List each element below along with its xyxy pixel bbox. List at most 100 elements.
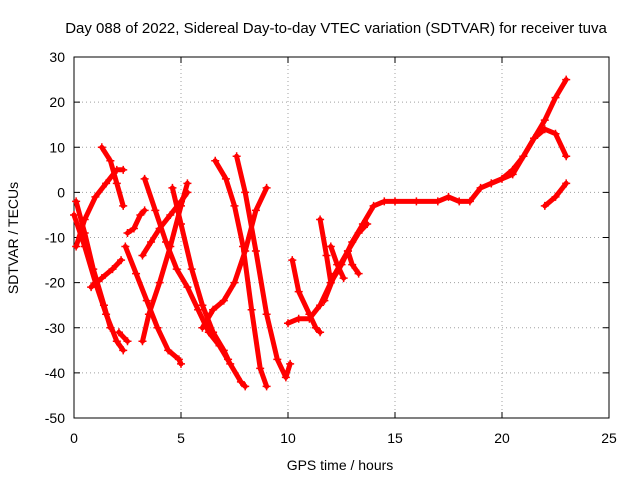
data-point bbox=[119, 165, 128, 174]
data-point bbox=[123, 228, 132, 237]
series-track bbox=[88, 257, 124, 290]
data-point bbox=[239, 242, 248, 251]
data-point bbox=[294, 314, 303, 323]
data-point bbox=[80, 228, 89, 237]
series-arc-12 bbox=[138, 188, 192, 260]
data-point bbox=[256, 364, 265, 373]
data-point bbox=[519, 152, 528, 161]
data-point bbox=[251, 247, 260, 256]
series-arc-21 bbox=[343, 247, 363, 278]
data-point bbox=[391, 197, 399, 206]
series-arc-5 bbox=[87, 256, 126, 292]
y-tick-label: -10 bbox=[45, 230, 65, 246]
data-point bbox=[562, 75, 571, 84]
data-point bbox=[562, 179, 571, 188]
data-point bbox=[444, 192, 453, 201]
x-axis-label: GPS time / hours bbox=[287, 457, 394, 473]
data-point bbox=[138, 337, 147, 346]
y-tick-label: 10 bbox=[49, 139, 65, 155]
data-point bbox=[136, 210, 145, 219]
y-tick-label: -30 bbox=[45, 320, 65, 336]
data-point bbox=[164, 346, 173, 355]
data-point bbox=[138, 251, 147, 260]
data-point bbox=[172, 265, 181, 274]
data-point bbox=[114, 328, 123, 337]
data-point bbox=[153, 323, 162, 332]
data-point bbox=[326, 242, 335, 251]
data-point bbox=[339, 274, 348, 283]
data-point bbox=[72, 242, 81, 251]
data-point bbox=[147, 238, 156, 247]
data-point bbox=[236, 377, 245, 386]
data-point bbox=[166, 210, 175, 219]
data-point bbox=[211, 156, 220, 165]
data-point bbox=[530, 134, 539, 143]
series-arc-14 bbox=[211, 156, 271, 391]
data-point bbox=[123, 337, 132, 346]
data-point bbox=[119, 346, 128, 355]
series-arc-4 bbox=[97, 143, 128, 210]
data-point bbox=[224, 355, 233, 364]
data-point bbox=[540, 125, 549, 134]
data-point bbox=[140, 206, 149, 215]
data-point bbox=[121, 242, 130, 251]
data-point bbox=[316, 301, 325, 310]
data-point bbox=[183, 179, 192, 188]
data-point bbox=[155, 224, 164, 233]
data-point bbox=[99, 301, 108, 310]
data-point bbox=[354, 269, 363, 278]
data-point bbox=[198, 301, 207, 310]
data-point bbox=[354, 228, 363, 237]
data-point bbox=[177, 197, 185, 206]
data-point bbox=[209, 328, 218, 337]
data-point bbox=[151, 206, 160, 215]
data-point bbox=[262, 310, 271, 319]
data-point bbox=[194, 305, 203, 314]
series-arc-22 bbox=[487, 125, 571, 188]
data-point bbox=[412, 197, 421, 206]
data-point bbox=[333, 260, 342, 269]
chart-title: Day 088 of 2022, Sidereal Day-to-day VTE… bbox=[65, 20, 607, 37]
y-axis-label: SDTVAR / TECUs bbox=[5, 182, 21, 294]
data-point bbox=[183, 283, 192, 292]
data-point bbox=[230, 278, 239, 287]
data-point bbox=[551, 192, 560, 201]
series-track bbox=[116, 329, 130, 344]
series-arc-10 bbox=[138, 179, 192, 346]
x-tick-label: 0 bbox=[70, 430, 78, 446]
data-point bbox=[281, 373, 290, 382]
data-point bbox=[177, 359, 185, 368]
data-point bbox=[117, 256, 126, 265]
data-point bbox=[112, 179, 121, 188]
data-point bbox=[508, 170, 517, 179]
data-point bbox=[108, 265, 117, 274]
data-point bbox=[380, 197, 389, 206]
data-point bbox=[89, 265, 98, 274]
series-track bbox=[317, 216, 334, 286]
data-point bbox=[97, 274, 106, 283]
series-arc-8 bbox=[121, 242, 185, 368]
data-point bbox=[142, 296, 151, 305]
series-track bbox=[73, 198, 113, 331]
data-point bbox=[331, 269, 340, 278]
data-point bbox=[187, 265, 196, 274]
data-point bbox=[241, 382, 250, 391]
x-tick-label: 25 bbox=[601, 430, 617, 446]
data-point bbox=[322, 251, 331, 260]
data-point bbox=[72, 197, 81, 206]
series-arc-3 bbox=[72, 197, 115, 332]
y-tick-label: -50 bbox=[45, 410, 65, 426]
series-arc-9 bbox=[140, 174, 250, 391]
data-point bbox=[162, 238, 171, 247]
x-tick-label: 15 bbox=[387, 430, 403, 446]
data-point bbox=[320, 296, 329, 305]
x-tick-label: 20 bbox=[494, 430, 510, 446]
data-point bbox=[551, 93, 560, 102]
data-point bbox=[562, 152, 571, 161]
grid bbox=[74, 57, 609, 418]
data-point bbox=[87, 283, 96, 292]
y-tick-label: 20 bbox=[49, 94, 65, 110]
series-arc-6 bbox=[114, 328, 132, 346]
series-arc-23 bbox=[540, 179, 571, 210]
data-point bbox=[102, 179, 111, 188]
